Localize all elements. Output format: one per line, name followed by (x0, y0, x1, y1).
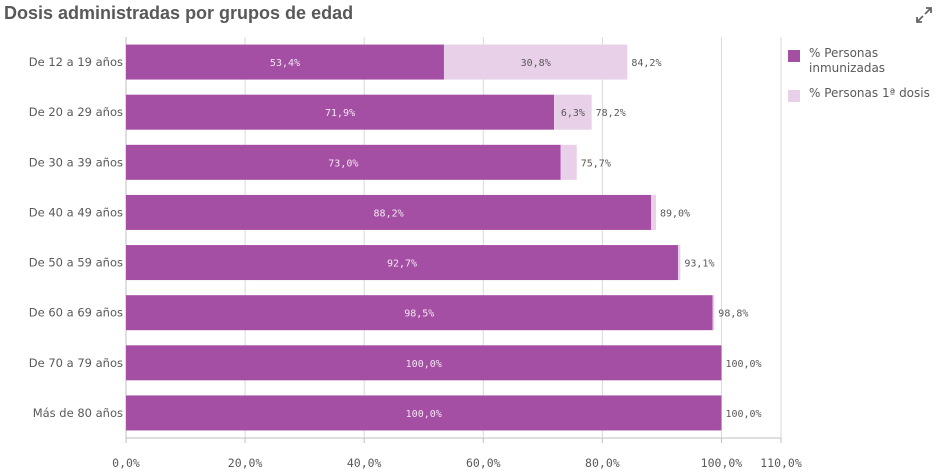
bar-label-inmunizadas: 53,4% (270, 58, 300, 69)
bar-total-label: 75,7% (581, 158, 611, 169)
bar-primera-dosis (443, 44, 628, 80)
bar-inmunizadas (126, 295, 713, 331)
bar-label-inmunizadas: 100,0% (406, 359, 442, 370)
bar-primera-dosis (677, 245, 681, 281)
legend-swatch-inmunizadas (788, 50, 800, 62)
bar-primera-dosis (712, 295, 715, 331)
bar-inmunizadas (126, 94, 555, 130)
x-tick-label: 20,0% (228, 456, 263, 470)
bar-label-primera-dosis: 30,8% (521, 58, 551, 69)
legend-swatch-primera-dosis (788, 90, 800, 102)
bar-primera-dosis (554, 94, 592, 130)
bar-label-inmunizadas: 73,0% (328, 158, 358, 169)
category-label: De 70 a 79 años (29, 356, 123, 370)
bar-inmunizadas (126, 144, 561, 180)
bar-primera-dosis (651, 194, 656, 230)
bar-total-label: 78,2% (596, 108, 626, 119)
expand-icon[interactable] (914, 5, 934, 25)
legend-item-inmunizadas[interactable]: % Personas inmunizadas (788, 46, 938, 76)
x-tick-label: 100,0% (701, 456, 743, 470)
bar-label-inmunizadas: 71,9% (325, 108, 355, 119)
x-tick-label: 110,0% (760, 456, 802, 470)
category-label: De 30 a 39 años (29, 155, 123, 169)
bar-label-inmunizadas: 92,7% (387, 259, 417, 270)
bar-total-label: 98,8% (718, 309, 748, 320)
category-label: De 50 a 59 años (29, 256, 123, 270)
bar-total-label: 84,2% (631, 58, 661, 69)
bar-inmunizadas (126, 194, 652, 230)
x-tick-label: 60,0% (466, 456, 501, 470)
category-label: De 20 a 29 años (29, 105, 123, 119)
bar-label-inmunizadas: 98,5% (404, 309, 434, 320)
bar-total-label: 100,0% (725, 359, 761, 370)
bar-label-primera-dosis: 6,3% (561, 108, 585, 119)
bar-label-inmunizadas: 88,2% (374, 208, 404, 219)
bar-inmunizadas (126, 395, 722, 431)
bar-inmunizadas (126, 44, 444, 80)
bar-inmunizadas (126, 245, 678, 281)
bar-inmunizadas (126, 345, 722, 381)
bar-total-label: 89,0% (660, 208, 690, 219)
legend: % Personas inmunizadas % Personas 1ª dos… (788, 46, 938, 112)
legend-label-inmunizadas: % Personas inmunizadas (809, 46, 886, 75)
legend-item-primera-dosis[interactable]: % Personas 1ª dosis (788, 86, 938, 102)
x-tick-label: 40,0% (347, 456, 382, 470)
category-label: De 60 a 69 años (29, 306, 123, 320)
bar-total-label: 100,0% (725, 409, 761, 420)
x-tick-label: 80,0% (585, 456, 620, 470)
x-tick-label: 0,0% (112, 456, 140, 470)
bar-primera-dosis (560, 144, 577, 180)
category-label: De 40 a 49 años (29, 205, 123, 219)
chart-title: Dosis administradas por grupos de edad (4, 3, 354, 23)
category-label: De 12 a 19 años (29, 55, 123, 69)
bar-total-label: 93,1% (684, 259, 714, 270)
bar-label-inmunizadas: 100,0% (406, 409, 442, 420)
category-label: Más de 80 años (33, 406, 123, 420)
legend-label-primera-dosis: % Personas 1ª dosis (809, 86, 930, 100)
